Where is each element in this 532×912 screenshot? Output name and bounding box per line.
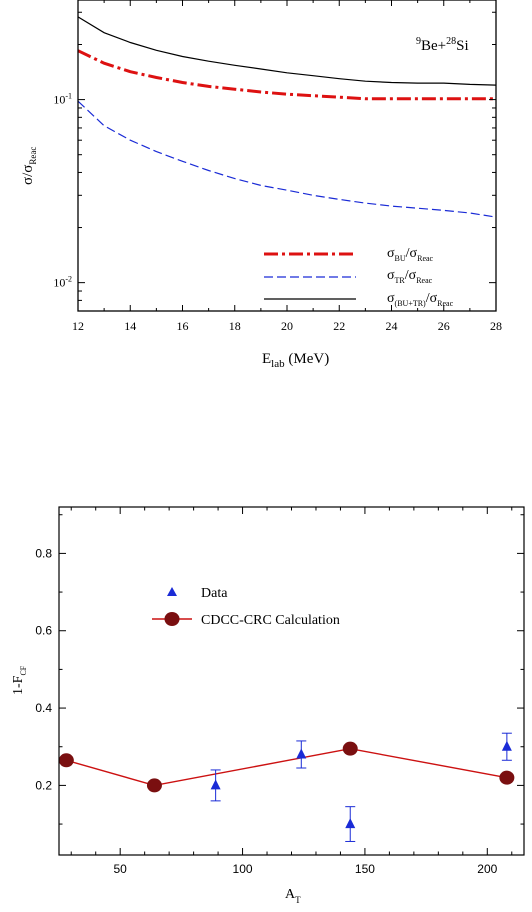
data-point [501,740,512,751]
chart1-x-tick-label: 14 [124,319,136,333]
chart1-x-tick-label: 16 [177,319,189,333]
chart2-x-tick-label: 50 [114,862,128,876]
chart1-x-tick-label: 22 [333,319,345,333]
chart1-legend: σBU/σReac σTR/σReac σ(BU+TR)/σReac [264,246,454,308]
annotation-text1: Be+ [421,38,446,54]
calc-point [58,753,74,768]
legend-data-marker [167,587,177,596]
chart1-x-tick-label: 28 [490,319,502,333]
chart1-x-axis-label: Elab (MeV) [262,351,329,370]
chart1-series-line-1 [77,100,497,218]
chart1-y-tick-label: 10-2 [53,275,72,290]
chart1-x-tick-label: 24 [386,319,398,333]
chart1-x-tick-label: 20 [281,319,293,333]
legend-bu-label: σBU/σReac [387,246,434,263]
chart2-x-tick-label: 200 [477,862,497,876]
chart2-y-tick-label: 0.8 [35,546,52,560]
chart2-y-axis-label: 1-FCF [11,665,28,695]
chart1-series-line-2 [77,16,497,86]
chart1-plot-frame [77,0,497,312]
chart1-annotation: 9Be+28Si [416,36,469,54]
legend-calc-label: CDCC-CRC Calculation [201,613,340,628]
chart2-y-tick-label: 0.6 [35,624,52,638]
chart2-legend: Data CDCC-CRC Calculation [152,586,340,628]
calc-series-line [66,747,508,787]
data-point [210,779,221,790]
legend-calc-marker [164,612,180,626]
chart2-plot-frame [58,506,525,856]
chart1-x-tick-label: 18 [229,319,241,333]
chart2-y-tick-label: 0.4 [35,701,52,715]
legend-butr-label: σ(BU+TR)/σReac [387,291,454,308]
legend-data-label: Data [201,586,228,601]
calc-point [499,770,515,785]
chart2-x-tick-label: 150 [355,862,375,876]
chart2-y-tick-label: 0.2 [35,778,52,792]
chart1-series-line-0 [77,49,496,101]
chart2-x-axis-label: AT [285,887,301,905]
chart1-y-tick-label: 10-1 [53,92,72,107]
annotation-text2: Si [456,38,469,54]
legend-tr-label: σTR/σReac [387,268,433,285]
data-point [296,748,307,759]
chart2-x-tick-label: 100 [233,862,253,876]
data-point [345,818,356,829]
chart1-y-axis-label: σ/σReac [20,147,38,185]
svg-text:9Be+28Si: 9Be+28Si [416,36,469,54]
calc-point [342,741,358,756]
calc-point [146,778,162,793]
chart1-x-tick-label: 12 [72,319,84,333]
annotation-sup1: 9 [416,36,421,47]
chart1-x-tick-label: 26 [438,319,450,333]
annotation-sup2: 28 [446,36,456,47]
